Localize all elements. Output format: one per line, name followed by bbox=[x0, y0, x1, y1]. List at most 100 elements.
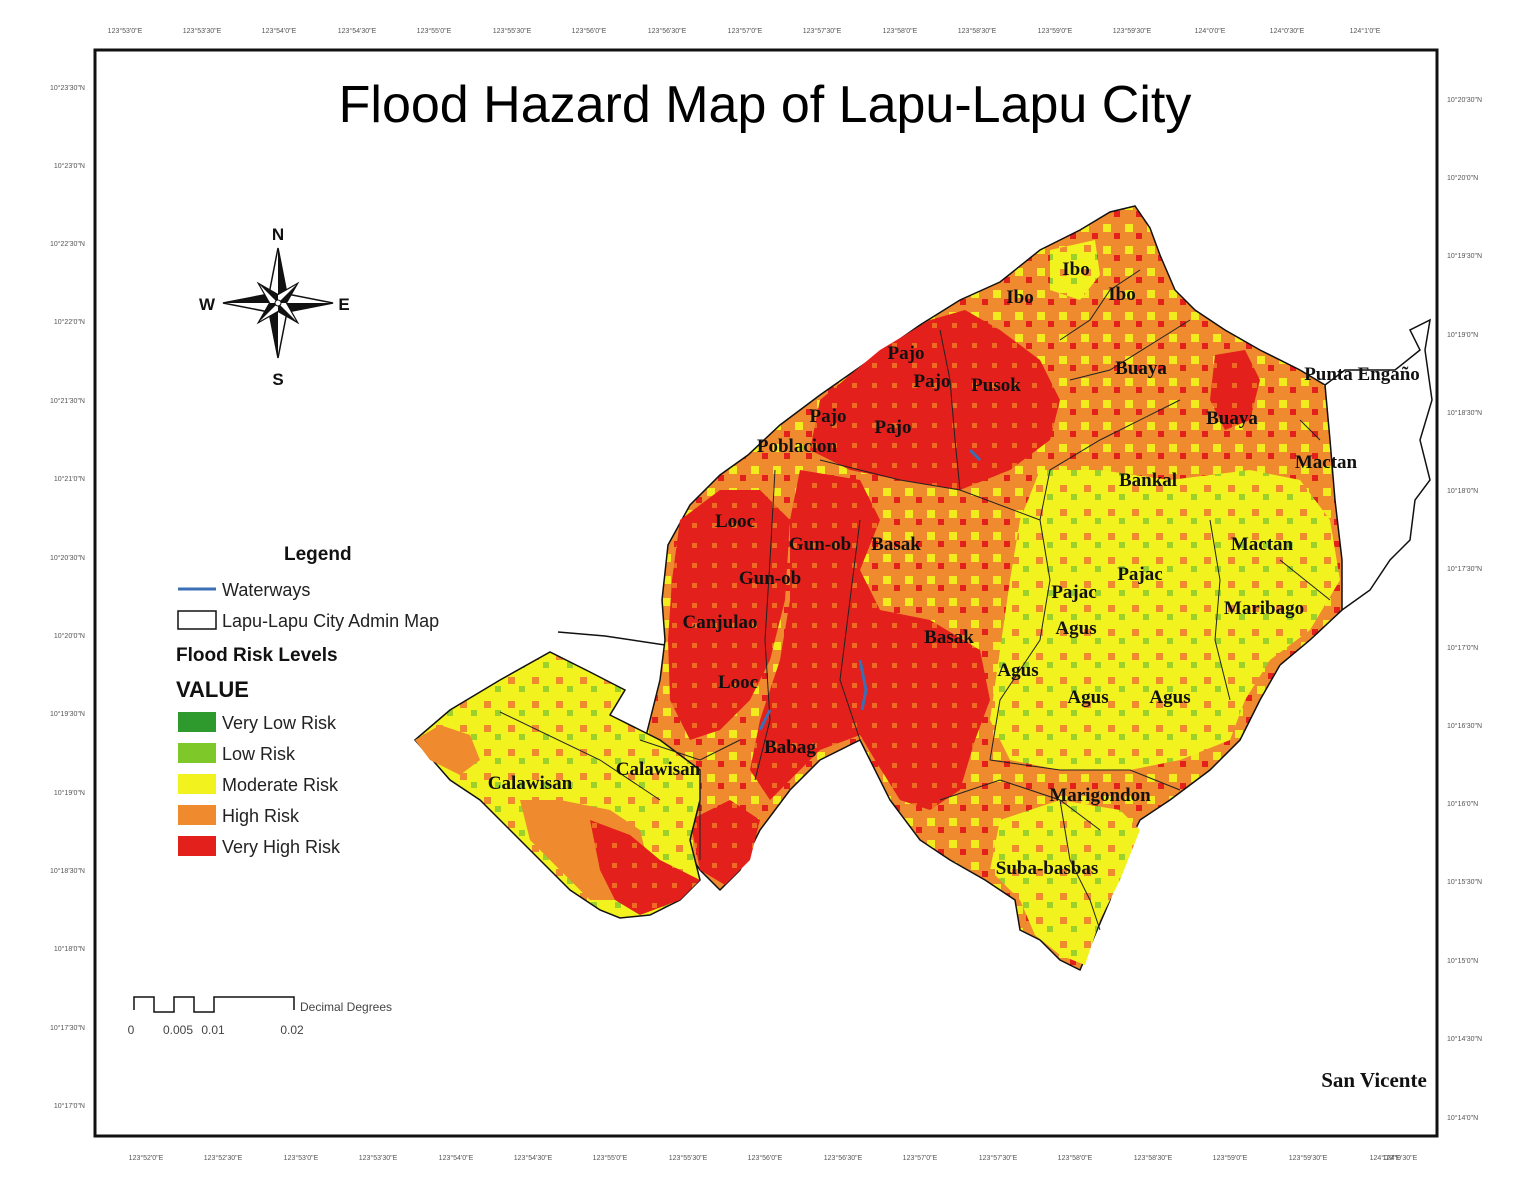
island-main-high-risk bbox=[639, 205, 1343, 972]
legend-swatch bbox=[178, 743, 216, 763]
graticule-top-label: 123°55'30"E bbox=[493, 27, 532, 35]
place-label: Basak bbox=[871, 534, 921, 555]
graticule-right-label: 10°17'30"N bbox=[1447, 565, 1482, 573]
compass-e: E bbox=[338, 295, 349, 314]
graticule-right-label: 10°18'30"N bbox=[1447, 409, 1482, 417]
scale-tick-label: 0.01 bbox=[201, 1023, 225, 1037]
map-title: Flood Hazard Map of Lapu-Lapu City bbox=[339, 76, 1192, 134]
legend-classes: Very Low Risk Low Risk Moderate Risk High R… bbox=[178, 712, 341, 857]
scale-bar-graphic bbox=[133, 996, 295, 1013]
lobe-high-west bbox=[415, 725, 480, 775]
place-label: Looc bbox=[715, 511, 755, 532]
lobe-very-high-south bbox=[590, 820, 700, 915]
graticule-bottom-label: 123°57'30"E bbox=[979, 1154, 1018, 1162]
graticule-right-label: 10°19'30"N bbox=[1447, 252, 1482, 260]
legend-admin-label: Lapu-Lapu City Admin Map bbox=[222, 611, 439, 631]
place-label: Calawisan bbox=[488, 773, 573, 794]
graticule-bottom-label: 123°57'0"E bbox=[903, 1154, 938, 1162]
place-label: Ibo bbox=[1062, 259, 1089, 280]
graticule-left-label: 10°22'30"N bbox=[50, 240, 85, 248]
zone-very-high-central bbox=[750, 470, 990, 810]
place-label: Mactan bbox=[1231, 534, 1294, 555]
graticule-bottom: 123°52'0"E 123°52'30"E 123°53'0"E 123°53'30… bbox=[129, 1154, 1418, 1162]
graticule-bottom-label: 123°58'30"E bbox=[1134, 1154, 1173, 1162]
place-label: Pajo bbox=[810, 406, 847, 427]
place-label: Maribago bbox=[1224, 598, 1304, 619]
graticule-right-label: 10°18'0"N bbox=[1447, 487, 1478, 495]
graticule-left-label: 10°23'0"N bbox=[54, 162, 85, 170]
graticule-bottom-label: 124°0'30"E bbox=[1383, 1154, 1418, 1162]
graticule-top-label: 123°53'0"E bbox=[108, 27, 143, 35]
graticule-top-label: 123°59'0"E bbox=[1038, 27, 1073, 35]
graticule-right-label: 10°19'0"N bbox=[1447, 331, 1478, 339]
graticule-top-label: 123°56'30"E bbox=[648, 27, 687, 35]
graticule-bottom-label: 123°55'30"E bbox=[669, 1154, 708, 1162]
legend-class-label: Very High Risk bbox=[222, 837, 341, 857]
place-label: Buaya bbox=[1115, 358, 1167, 379]
zone-very-high-west bbox=[668, 490, 790, 740]
graticule-top-label: 123°55'0"E bbox=[417, 27, 452, 35]
calawisan-lobe bbox=[413, 651, 701, 919]
place-label: Mactan bbox=[1295, 452, 1358, 473]
graticule-right-label: 10°16'30"N bbox=[1447, 722, 1482, 730]
graticule-left-label: 10°20'30"N bbox=[50, 554, 85, 562]
place-label: San Vicente bbox=[1321, 1068, 1427, 1092]
graticule-top-label: 123°57'0"E bbox=[728, 27, 763, 35]
graticule-left-label: 10°19'30"N bbox=[50, 710, 85, 718]
scale-bar: 0 0.005 0.01 0.02 Decimal Degrees bbox=[128, 996, 392, 1037]
graticule-bottom-label: 123°52'30"E bbox=[204, 1154, 243, 1162]
graticule-right-label: 10°14'30"N bbox=[1447, 1035, 1482, 1043]
graticule-bottom-label: 124°0'0"E bbox=[1370, 1154, 1401, 1162]
graticule-top-label: 123°58'0"E bbox=[883, 27, 918, 35]
scale-tick-label: 0.02 bbox=[280, 1023, 304, 1037]
graticule-bottom-label: 123°53'0"E bbox=[284, 1154, 319, 1162]
graticule-right-label: 10°15'0"N bbox=[1447, 957, 1478, 965]
place-label: Gun-ob bbox=[789, 534, 851, 555]
place-label: Agus bbox=[1067, 687, 1108, 708]
place-label: Buaya bbox=[1206, 408, 1258, 429]
graticule-right-label: 10°15'30"N bbox=[1447, 878, 1482, 886]
graticule-left-label: 10°17'30"N bbox=[50, 1024, 85, 1032]
mactan-island bbox=[639, 205, 1343, 972]
compass-n: N bbox=[272, 225, 284, 244]
scale-tick-label: 0.005 bbox=[163, 1023, 193, 1037]
place-label: Looc bbox=[718, 672, 758, 693]
graticule-left-label: 10°23'30"N bbox=[50, 84, 85, 92]
graticule-top-label: 123°56'0"E bbox=[572, 27, 607, 35]
graticule-left-label: 10°18'30"N bbox=[50, 867, 85, 875]
scale-ticks: 0 0.005 0.01 0.02 bbox=[128, 1023, 304, 1037]
coastline-east bbox=[1324, 318, 1433, 611]
legend-class-label: High Risk bbox=[222, 806, 300, 826]
place-label: Ibo bbox=[1006, 287, 1033, 308]
place-label: Basak bbox=[924, 627, 974, 648]
legend-swatch bbox=[178, 712, 216, 732]
graticule-right-label: 10°14'0"N bbox=[1447, 1114, 1478, 1122]
admin-boundaries bbox=[499, 269, 1331, 931]
legend-waterways-label: Waterways bbox=[222, 580, 310, 600]
place-label: Gun-ob bbox=[739, 568, 801, 589]
graticule-left: 10°23'30"N 10°23'0"N 10°22'30"N 10°22'0"N 10… bbox=[50, 84, 85, 1110]
zone-very-high-buaya bbox=[1210, 350, 1260, 430]
graticule-bottom-label: 123°59'0"E bbox=[1213, 1154, 1248, 1162]
legend-risk-heading: Flood Risk Levels bbox=[176, 645, 338, 666]
legend-class-label: Low Risk bbox=[222, 744, 296, 764]
graticule-right-label: 10°17'0"N bbox=[1447, 644, 1478, 652]
place-label: Marigondon bbox=[1049, 785, 1151, 806]
graticule-top-label: 123°54'30"E bbox=[338, 27, 377, 35]
scale-tick-label: 0 bbox=[128, 1023, 135, 1037]
graticule-left-label: 10°20'0"N bbox=[54, 632, 85, 640]
legend-class-label: Very Low Risk bbox=[222, 713, 337, 733]
graticule-left-label: 10°21'30"N bbox=[50, 397, 85, 405]
graticule-left-label: 10°18'0"N bbox=[54, 945, 85, 953]
graticule-left-label: 10°19'0"N bbox=[54, 789, 85, 797]
legend-swatch bbox=[178, 836, 216, 856]
graticule-top-label: 123°54'0"E bbox=[262, 27, 297, 35]
zone-moderate-east bbox=[990, 470, 1340, 770]
graticule-right: 10°20'30"N 10°20'0"N 10°19'30"N 10°19'0"N 10… bbox=[1447, 96, 1482, 1122]
graticule-bottom-label: 123°55'0"E bbox=[593, 1154, 628, 1162]
place-labels: Ibo Ibo Ibo Pajo Pajo Pusok Pajo Pajo Poblacion B… bbox=[488, 259, 1427, 1092]
graticule-bottom-label: 123°53'30"E bbox=[359, 1154, 398, 1162]
coastline-bridge bbox=[557, 631, 666, 646]
waterways-layer bbox=[758, 448, 982, 731]
